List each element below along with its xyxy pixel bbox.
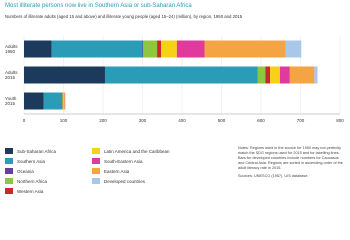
legend-label: South-Eastern Asia: [104, 158, 143, 164]
bar-segment: [314, 66, 318, 84]
bar-segment: [24, 40, 52, 58]
bar-segment: [142, 40, 144, 58]
legend-swatch: [5, 188, 13, 194]
bar-segment: [270, 66, 280, 84]
x-tick-label: 0: [23, 118, 26, 123]
bar-segment: [51, 40, 143, 58]
legend-swatch: [92, 178, 100, 184]
legend-item: Western Asia: [5, 186, 92, 196]
bar-segment: [143, 40, 158, 58]
x-tick-label: 500: [218, 118, 226, 123]
bar-segment: [157, 40, 162, 58]
legend-item: Eastern Asia: [92, 166, 192, 176]
y-tick-label: Youth 2015: [5, 96, 17, 106]
bar-segment: [161, 40, 177, 58]
legend-label: Northern Africa: [17, 178, 48, 184]
legend-swatch: [5, 148, 13, 154]
bar-segment: [43, 92, 62, 110]
bar-segment: [176, 40, 205, 58]
legend-swatch: [92, 168, 100, 174]
legend-swatch: [5, 168, 13, 174]
chart-subtitle: Numbers of illiterate adults (aged 15 an…: [5, 14, 243, 19]
x-tick-label: 100: [60, 118, 68, 123]
legend: Sub-Saharan Africa Southern Asia Oceania No…: [5, 146, 192, 196]
x-tick-label: 200: [99, 118, 107, 123]
notes: Notes: Regions used in the source for 19…: [238, 146, 346, 179]
legend-swatch: [5, 158, 13, 164]
sources-text: Sources: UNESCO (1957), UIS database.: [238, 174, 309, 178]
chart: Most illiterate persons now live in Sout…: [5, 3, 346, 196]
legend-item: South-Eastern Asia: [92, 156, 192, 166]
bar-segment: [285, 40, 302, 58]
x-tick-label: 300: [139, 118, 147, 123]
legend-item: Oceania: [5, 166, 92, 176]
legend-swatch: [92, 158, 100, 164]
legend-item: Developed countries: [92, 176, 192, 186]
plot: 0 100 200 300 400 500 600 700 800: [23, 36, 344, 123]
notes-text: Notes: Regions used in the source for 19…: [238, 146, 343, 170]
legend-item: Sub-Saharan Africa: [5, 146, 92, 156]
x-tick-label: 700: [297, 118, 305, 123]
legend-label: Sub-Saharan Africa: [17, 148, 57, 154]
bar-segment: [63, 92, 64, 110]
legend-label: Developed countries: [104, 178, 146, 184]
legend-label: Southern Asia: [17, 158, 46, 164]
bar-segment: [24, 92, 44, 110]
bar-segment: [204, 40, 286, 58]
bar-segment: [279, 66, 290, 84]
y-tick-label: Adults 1950: [5, 44, 18, 54]
legend-label: Oceania: [17, 168, 34, 174]
y-tick-label: Adults 2015: [5, 70, 18, 80]
bar-segment: [265, 66, 271, 84]
chart-title: Most illiterate persons now live in Sout…: [5, 3, 192, 9]
bar-segment: [61, 92, 63, 110]
legend-swatch: [5, 178, 13, 184]
bar-segment: [64, 92, 66, 110]
legend-item: Southern Asia: [5, 156, 92, 166]
x-tick-label: 600: [257, 118, 265, 123]
legend-label: Eastern Asia: [104, 168, 130, 174]
bar-segment: [289, 66, 315, 84]
legend-swatch: [92, 148, 100, 154]
x-tick-label: 400: [178, 118, 186, 123]
legend-item: Northern Africa: [5, 176, 92, 186]
bar-segment: [104, 66, 258, 84]
legend-item: Latin America and the Caribbean: [92, 146, 192, 156]
legend-label: Western Asia: [17, 188, 44, 194]
x-tick-label: 800: [336, 118, 344, 123]
bar-segment: [24, 66, 105, 84]
bar-segment: [257, 66, 266, 84]
legend-label: Latin America and the Caribbean: [104, 148, 170, 154]
